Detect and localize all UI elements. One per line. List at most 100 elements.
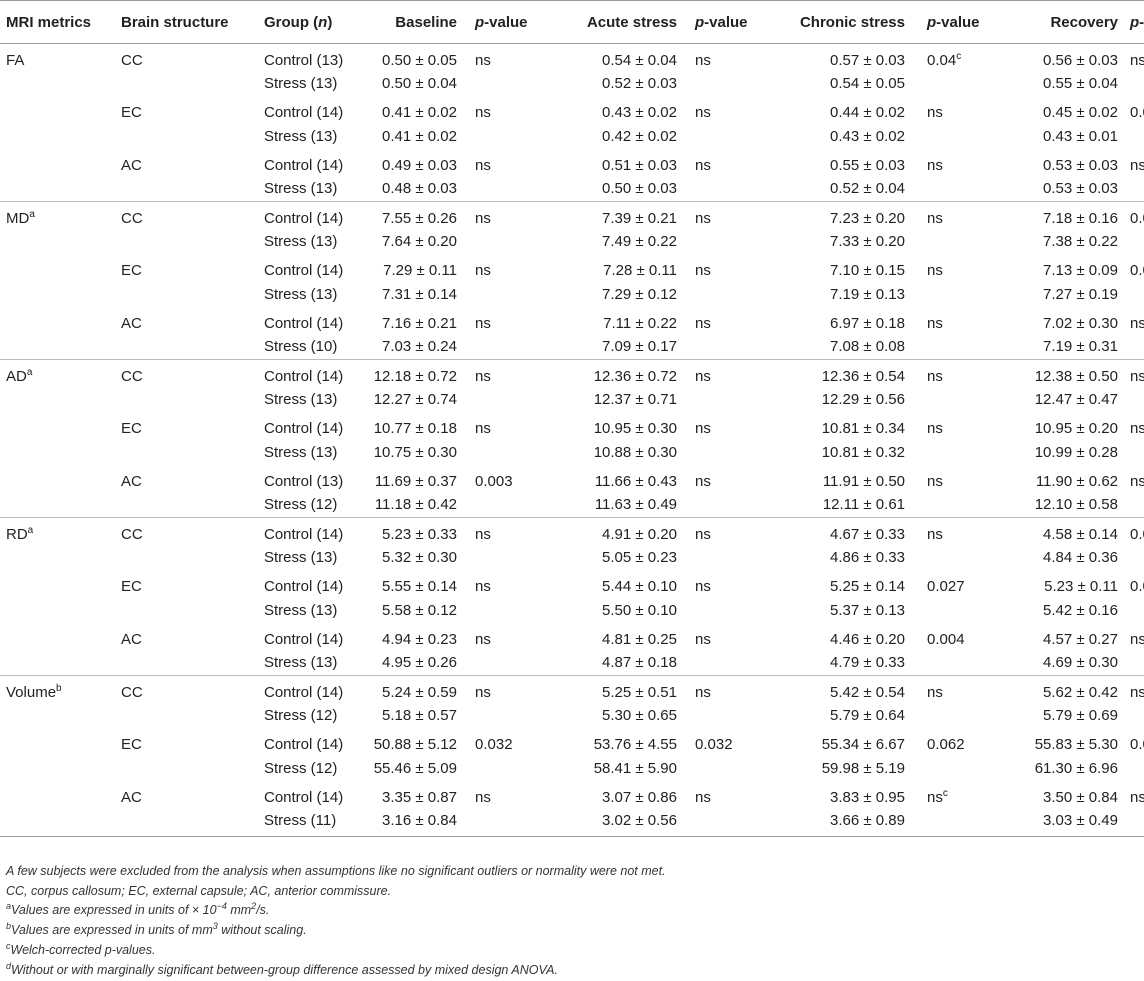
- metric-cell: [0, 175, 117, 201]
- structure-cell: [117, 544, 264, 570]
- chronic-stress-cell: 10.81 ± 0.34: [821, 420, 905, 438]
- structure-cell: AC: [121, 473, 142, 490]
- structure-cell: [117, 439, 264, 465]
- chronic-stress-cell: 12.11 ± 0.61: [822, 496, 905, 514]
- chronic-stress-cell: 5.37 ± 0.13: [830, 601, 905, 619]
- p-value-cell: [1126, 228, 1144, 254]
- p-value-cell: ns: [685, 307, 773, 333]
- recovery-cell: 0.56 ± 0.03: [1043, 52, 1118, 69]
- baseline-cell: 7.64 ± 0.20: [382, 232, 457, 250]
- p-value: ns: [475, 314, 491, 332]
- recovery-cell: 55.83 ± 5.30: [1034, 736, 1118, 754]
- p-value: ns: [1130, 156, 1144, 174]
- footnotes: A few subjects were excluded from the an…: [6, 862, 666, 980]
- recovery-cell: 7.38 ± 0.22: [1043, 232, 1118, 250]
- baseline-cell: 10.75 ± 0.30: [373, 443, 457, 461]
- acute-stress-cell: 58.41 ± 5.90: [593, 759, 677, 777]
- acute-stress-cell: 10.95 ± 0.30: [593, 420, 677, 438]
- recovery-cell: 5.23 ± 0.11: [1044, 578, 1118, 596]
- p-value: ns: [695, 473, 711, 490]
- recovery-cell: 7.13 ± 0.09: [1043, 262, 1118, 280]
- structure-cell: [117, 755, 264, 781]
- acute-stress-cell: 7.39 ± 0.21: [556, 201, 685, 228]
- recovery-cell: 0.55 ± 0.04: [1043, 74, 1118, 92]
- acute-stress-cell: 0.50 ± 0.03: [602, 180, 677, 198]
- p-value-cell: [1126, 807, 1144, 838]
- recovery-cell: 61.30 ± 6.96: [1034, 759, 1118, 777]
- metric-footnote-mark: b: [56, 683, 62, 695]
- metric-cell: [0, 755, 117, 781]
- baseline-cell: 7.29 ± 0.11: [383, 262, 457, 280]
- p-value: 0.001: [1130, 578, 1144, 596]
- chronic-stress-cell: 10.81 ± 0.32: [821, 443, 905, 461]
- baseline-cell: 5.18 ± 0.57: [382, 707, 457, 725]
- p-value-cell: ns: [685, 44, 773, 70]
- p-value-cell: [1126, 281, 1144, 307]
- structure-cell: EC: [121, 104, 142, 122]
- p-value-cell: ns: [1126, 781, 1144, 807]
- metric-label: MD: [6, 210, 30, 228]
- p-value: ns: [695, 526, 711, 544]
- p-value-cell: [1126, 702, 1144, 728]
- p-value-cell: ns: [1126, 623, 1144, 649]
- metric-cell: [0, 123, 117, 149]
- p-value: ns: [1130, 631, 1144, 649]
- p-value-cell: [1126, 649, 1144, 675]
- chronic-stress-cell: 4.79 ± 0.33: [830, 654, 905, 672]
- acute-stress-cell: 11.63 ± 0.49: [594, 496, 677, 514]
- p-value-cell: 0.024d: [1126, 254, 1144, 280]
- p-value-cell: 0.001: [1126, 570, 1144, 596]
- p-value-cell: ns: [685, 465, 773, 491]
- acute-stress-cell: 0.52 ± 0.03: [602, 74, 677, 92]
- table-row: Stress (13) 7.31 ± 0.14 7.29 ± 0.12 7.19 ± …: [0, 281, 1144, 307]
- metric-label: RD: [6, 526, 28, 544]
- baseline-cell: 5.55 ± 0.14: [382, 578, 457, 596]
- p-value: ns: [927, 262, 943, 280]
- metric-cell: [0, 281, 117, 307]
- p-value: ns: [927, 526, 943, 544]
- table-row: EC Control (14) 7.29 ± 0.11 ns 7.28 ± 0.11 ns…: [0, 254, 1144, 280]
- acute-stress-cell: 0.43 ± 0.02: [602, 104, 677, 122]
- acute-stress-cell: 0.54 ± 0.04: [602, 52, 677, 69]
- p-value-cell: [465, 597, 556, 623]
- structure-cell: EC: [121, 262, 142, 280]
- chronic-stress-cell: 12.29 ± 0.56: [821, 390, 905, 408]
- p-value: ns: [1130, 789, 1144, 807]
- metric-cell: [0, 807, 117, 838]
- metric-footnote-mark: a: [27, 525, 34, 537]
- p-value-cell: ns: [465, 623, 556, 649]
- header-brain-structure: Brain structure: [117, 0, 264, 44]
- table-row: Stress (13) 5.58 ± 0.12 5.50 ± 0.10 5.37 ± …: [0, 597, 1144, 623]
- p-value-cell: [685, 123, 773, 149]
- structure-cell: AC: [121, 314, 142, 332]
- group-cell: Stress (13): [264, 549, 338, 567]
- group-cell: Control (14): [264, 359, 357, 386]
- p-value: ns: [695, 578, 711, 596]
- p-value: ns: [927, 156, 943, 174]
- p-value: ns: [695, 210, 711, 228]
- p-value: 0.04: [927, 52, 957, 69]
- p-value-cell: [925, 702, 989, 728]
- table-row: AC Control (13) 11.69 ± 0.37 0.003 11.66 ± 0…: [0, 465, 1144, 491]
- p-value-cell: [925, 597, 989, 623]
- recovery-cell: 7.27 ± 0.19: [1043, 285, 1118, 303]
- table-row: Stress (13) 10.75 ± 0.30 10.88 ± 0.30 10.81…: [0, 439, 1144, 465]
- table-row: Stress (13) 5.32 ± 0.30 5.05 ± 0.23 4.86 ± …: [0, 544, 1144, 570]
- acute-stress-cell: 5.05 ± 0.23: [602, 549, 677, 567]
- p-value-cell: ns: [465, 96, 556, 122]
- group-cell: Stress (12): [264, 707, 338, 725]
- p-value-cell: ns: [685, 149, 773, 175]
- structure-cell: CC: [117, 675, 264, 703]
- acute-stress-cell: 0.51 ± 0.03: [602, 156, 677, 174]
- recovery-cell: 4.57 ± 0.27: [1043, 631, 1118, 649]
- group-cell: Stress (13): [264, 74, 338, 92]
- structure-cell: CC: [121, 52, 143, 69]
- structure-cell: CC: [117, 359, 264, 386]
- group-cell: Control (14): [264, 104, 344, 122]
- chronic-stress-cell: 0.44 ± 0.02: [830, 104, 905, 122]
- chronic-stress-cell: 5.25 ± 0.14: [830, 578, 905, 596]
- table-row: EC Control (14) 0.41 ± 0.02 ns 0.43 ± 0.02 ns…: [0, 96, 1144, 122]
- structure-cell: AC: [121, 789, 142, 807]
- p-value-cell: ns: [465, 254, 556, 280]
- p-value: ns: [927, 684, 943, 702]
